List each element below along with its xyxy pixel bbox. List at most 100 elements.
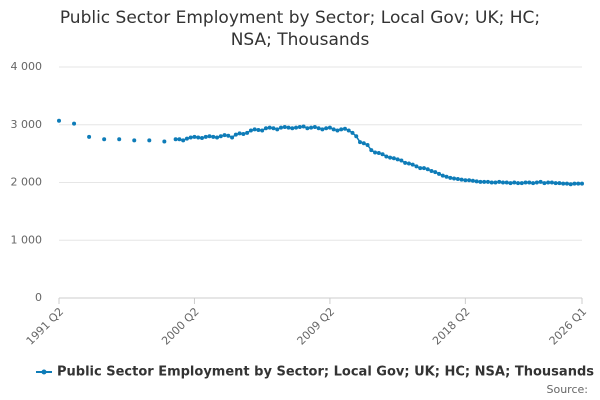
- data-point: [275, 127, 280, 132]
- data-point: [391, 156, 396, 161]
- data-point: [580, 181, 584, 186]
- data-point: [316, 126, 321, 131]
- data-point: [504, 180, 509, 185]
- data-point: [452, 176, 457, 181]
- data-point: [87, 134, 92, 139]
- data-point: [448, 175, 453, 180]
- data-point: [331, 127, 336, 132]
- data-point: [230, 135, 235, 140]
- data-point: [354, 134, 359, 139]
- data-point: [327, 125, 332, 130]
- data-point: [294, 125, 299, 130]
- data-point: [358, 140, 363, 145]
- data-point: [376, 151, 381, 156]
- data-point: [549, 180, 554, 185]
- data-point: [263, 126, 268, 131]
- data-point: [527, 180, 532, 185]
- data-point: [117, 137, 122, 142]
- data-point: [339, 127, 344, 132]
- data-point: [493, 180, 498, 185]
- data-point: [459, 177, 464, 182]
- data-point: [429, 168, 434, 173]
- data-point: [467, 178, 472, 183]
- data-point: [196, 135, 201, 140]
- x-tick-label: 2000 Q2: [159, 305, 202, 348]
- data-point: [410, 162, 415, 167]
- y-tick-label: 3 000: [11, 118, 43, 131]
- data-point: [207, 134, 212, 139]
- data-point: [497, 179, 502, 184]
- data-point: [485, 179, 490, 184]
- data-point: [516, 181, 521, 186]
- data-point: [433, 170, 438, 175]
- data-point: [523, 180, 528, 185]
- data-point: [576, 181, 581, 186]
- data-point: [478, 179, 483, 184]
- data-point: [531, 181, 536, 186]
- data-point: [399, 158, 404, 163]
- data-point: [309, 125, 314, 130]
- data-point: [72, 121, 77, 126]
- data-point: [437, 171, 442, 176]
- data-point: [553, 181, 558, 186]
- data-point: [215, 135, 220, 140]
- data-point: [271, 126, 276, 131]
- data-point: [519, 181, 524, 186]
- data-point: [286, 125, 291, 130]
- data-point: [421, 166, 426, 171]
- data-point: [406, 161, 411, 166]
- data-point: [365, 142, 370, 147]
- data-point: [557, 181, 562, 186]
- data-point: [147, 138, 152, 143]
- data-point: [440, 173, 445, 178]
- data-point: [388, 155, 393, 160]
- data-point: [546, 180, 551, 185]
- data-point: [342, 126, 347, 131]
- data-point: [324, 126, 329, 131]
- data-point: [162, 139, 167, 144]
- data-point: [211, 134, 216, 139]
- data-point: [361, 141, 366, 146]
- data-point: [463, 178, 468, 183]
- data-point: [245, 130, 250, 135]
- data-point: [57, 118, 61, 123]
- data-point: [474, 179, 479, 184]
- data-point: [226, 133, 231, 138]
- data-point: [222, 133, 227, 138]
- data-point: [395, 157, 400, 162]
- data-point: [290, 126, 295, 131]
- x-tick-label: 1991 Q2: [24, 305, 67, 348]
- y-tick-label: 2 000: [11, 176, 43, 189]
- x-tick-label: 2018 Q2: [430, 305, 473, 348]
- data-point: [534, 180, 539, 185]
- data-point: [508, 181, 513, 186]
- data-point: [373, 150, 378, 155]
- data-point: [233, 132, 238, 137]
- data-point: [278, 125, 283, 130]
- legend-label: Public Sector Employment by Sector; Loca…: [57, 365, 594, 380]
- data-point: [350, 130, 355, 135]
- y-tick-label: 0: [35, 291, 42, 304]
- data-point: [301, 124, 306, 129]
- data-point: [305, 126, 310, 131]
- data-point: [282, 125, 287, 130]
- data-point: [380, 152, 385, 157]
- data-point: [538, 179, 543, 184]
- chart-title: Public Sector Employment by Sector; Loca…: [60, 8, 540, 28]
- y-tick-label: 1 000: [11, 233, 43, 246]
- data-point: [312, 125, 317, 130]
- chart-title: NSA; Thousands: [231, 30, 370, 50]
- data-point: [248, 128, 253, 133]
- data-point: [177, 137, 182, 142]
- data-point: [500, 180, 505, 185]
- data-point: [425, 167, 430, 172]
- data-point: [184, 136, 189, 141]
- data-point: [267, 125, 272, 130]
- data-point: [320, 127, 325, 132]
- data-point: [572, 181, 577, 186]
- data-point: [237, 131, 242, 136]
- data-point: [403, 160, 408, 165]
- data-point: [414, 164, 419, 169]
- data-point: [561, 181, 566, 186]
